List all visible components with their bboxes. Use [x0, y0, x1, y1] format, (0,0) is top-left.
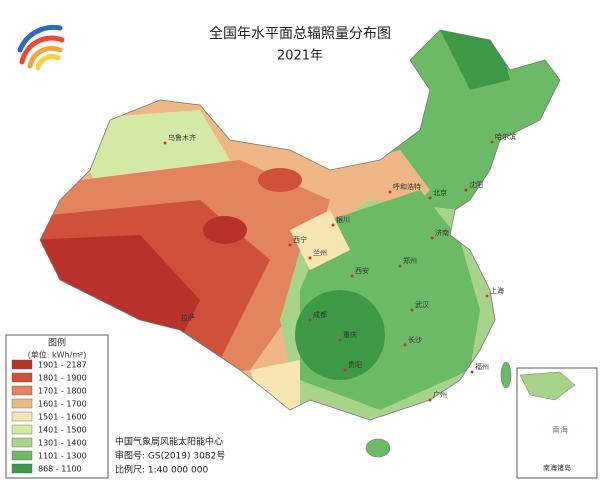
legend-unit: (单位: kWh/m²) [28, 350, 87, 360]
legend-label: 1301 - 1400 [38, 439, 87, 448]
city-dot [331, 223, 335, 227]
city-dot [343, 368, 347, 372]
legend-swatch [11, 463, 33, 474]
legend-swatch [11, 372, 33, 383]
city-label: 哈尔滨 [495, 132, 516, 141]
zone [440, 30, 510, 90]
city-dot [470, 370, 474, 374]
legend-swatch [11, 450, 33, 461]
city-label: 北京 [433, 188, 447, 197]
legend-items: 1901 - 2187 1801 - 1900 1701 - 1800 1601 - … [11, 359, 87, 474]
city-label: 乌鲁木齐 [168, 133, 196, 142]
legend-title: 图例 [48, 337, 66, 349]
city-dot [350, 274, 354, 278]
legend-swatch [11, 437, 33, 448]
city-dot [428, 398, 432, 402]
logo-arc [17, 24, 63, 53]
city-label: 沈阳 [469, 180, 483, 189]
legend-label: 868 - 1100 [38, 465, 82, 474]
city-dot [308, 318, 312, 322]
legend-label: 1801 - 1900 [38, 374, 87, 383]
legend-label: 1101 - 1300 [38, 452, 87, 461]
city-dot [490, 140, 494, 144]
city-dot [288, 243, 292, 247]
city-dot [410, 308, 414, 312]
city-label: 长沙 [408, 335, 422, 344]
city-dot [163, 141, 167, 145]
credit-line: 中国气象局风能太阳能中心 [115, 436, 223, 448]
island [365, 438, 391, 458]
zone [203, 216, 247, 244]
city-dot [430, 236, 434, 240]
city-dot [398, 264, 402, 268]
legend-label: 1901 - 2187 [38, 361, 87, 370]
legend-swatch [11, 385, 33, 396]
city-label: 银川 [336, 215, 350, 224]
city-label: 呼和浩特 [393, 182, 421, 191]
city-label: 济南 [435, 228, 449, 237]
city-dot [428, 196, 432, 200]
island [500, 361, 512, 389]
city-label: 重庆 [343, 330, 357, 339]
city-dot [338, 338, 342, 342]
credit-line: 审图号: GS(2019) 3082号 [115, 450, 225, 462]
legend-label: 1601 - 1700 [38, 400, 87, 409]
city-label: 武汉 [415, 300, 429, 309]
city-dot [176, 321, 180, 325]
city-label: 兰州 [313, 248, 327, 257]
map-subtitle: 2021年 [277, 49, 323, 64]
inset-title: 南海诸岛 [543, 463, 571, 472]
legend-swatch [11, 411, 33, 422]
country-border [39, 29, 561, 421]
city-label: 郑州 [403, 257, 417, 265]
city-label: 贵阳 [348, 360, 362, 369]
credit-line: 比例尺: 1:40 000 000 [115, 464, 208, 476]
city-label: 成都 [313, 310, 327, 319]
legend-label: 1701 - 1800 [38, 387, 87, 396]
city-label: 西宁 [293, 235, 307, 244]
city-dot [308, 256, 312, 260]
zone [290, 210, 350, 270]
city-label: 西安 [355, 266, 369, 275]
legend-swatch [11, 359, 33, 370]
logo-arc [35, 54, 61, 71]
city-label: 广州 [433, 390, 447, 399]
city-dot [464, 188, 468, 192]
inset-sea: 南海 [552, 425, 568, 435]
city-label: 上海 [490, 286, 504, 295]
logo-arc [19, 35, 65, 65]
city-label: 福州 [475, 362, 489, 371]
legend-label: 1401 - 1500 [38, 426, 87, 435]
map-title: 全国年水平面总辐照量分布图 [209, 25, 391, 42]
zone [258, 168, 302, 192]
city-dot [388, 190, 392, 194]
zone [295, 290, 385, 380]
zone [250, 360, 300, 420]
logo [17, 24, 65, 71]
city-dot [485, 294, 489, 298]
legend-swatch [11, 398, 33, 409]
legend-swatch [11, 424, 33, 435]
inset-coast [519, 371, 576, 401]
legend-label: 1501 - 1600 [38, 413, 87, 422]
city-dot [403, 343, 407, 347]
city-label: 拉萨 [181, 313, 195, 322]
logo-arc [27, 45, 63, 69]
